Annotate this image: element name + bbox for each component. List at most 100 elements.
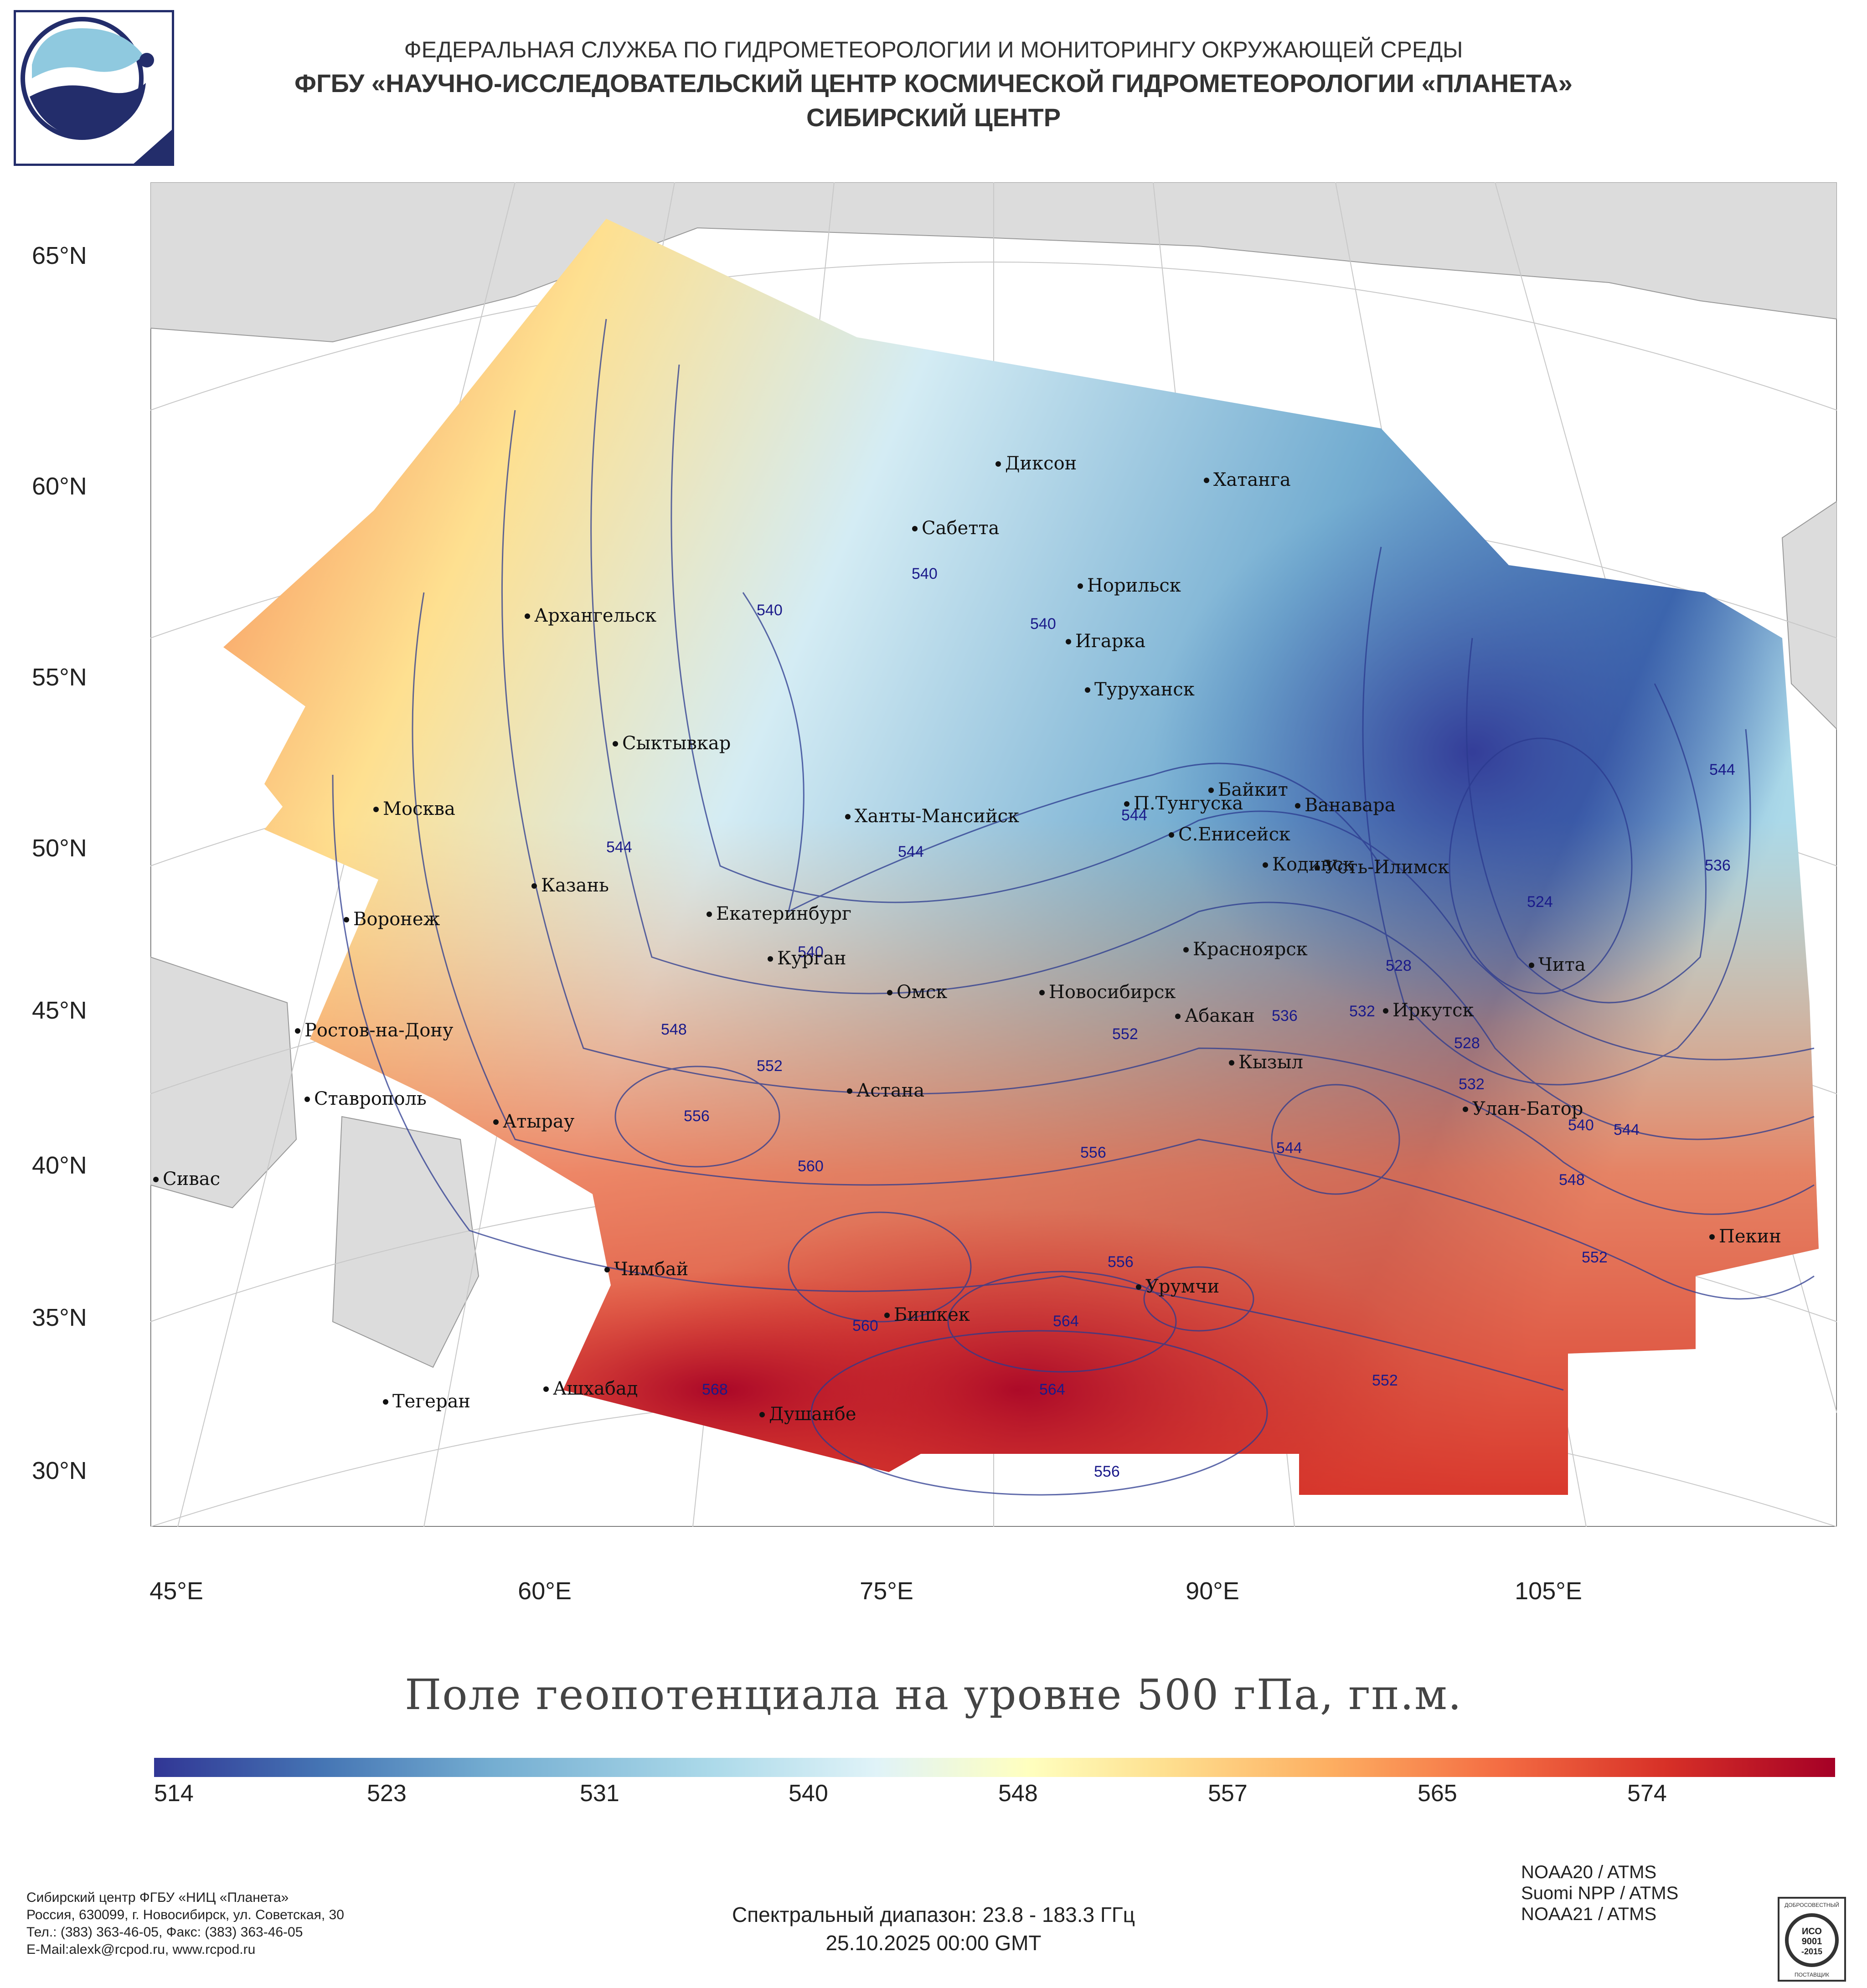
svg-text:Красноярск: Красноярск bbox=[1193, 939, 1308, 960]
city-marker: Атырау bbox=[493, 1111, 575, 1132]
footer-center: Спектральный диапазон: 23.8 - 183.3 ГГц … bbox=[0, 1900, 1867, 1957]
colorbar-tick: 565 bbox=[1418, 1780, 1457, 1807]
contour-label: 536 bbox=[1705, 857, 1731, 874]
city-marker: Ханты-Мансийск bbox=[845, 806, 1019, 827]
address-line: Россия, 630099, г. Новосибирск, ул. Сове… bbox=[26, 1907, 344, 1922]
colorbar-tick: 548 bbox=[998, 1780, 1038, 1807]
city-marker: Туруханск bbox=[1085, 679, 1195, 700]
svg-text:Сивас: Сивас bbox=[163, 1169, 220, 1190]
iso-certificate-badge: ДОБРОСОВЕСТНЫЙ ИСО 9001 -2015 ПОСТАВЩИК bbox=[1778, 1897, 1846, 1982]
colorbar-tick: 531 bbox=[580, 1780, 619, 1807]
svg-text:ПОСТАВЩИК: ПОСТАВЩИК bbox=[1795, 1972, 1829, 1978]
svg-text:Диксон: Диксон bbox=[1005, 453, 1077, 474]
svg-text:Казань: Казань bbox=[541, 875, 609, 896]
city-marker: Хатанга bbox=[1204, 469, 1291, 490]
colorbar-tick: 523 bbox=[367, 1780, 407, 1807]
address-line: E-Mail:alexk@rcpod.ru, www.rcpod.ru bbox=[26, 1942, 256, 1957]
city-marker: Урумчи bbox=[1136, 1276, 1219, 1297]
city-marker: Иркутск bbox=[1383, 1000, 1474, 1021]
contour-label: 564 bbox=[1053, 1313, 1079, 1330]
city-marker: Кызыл bbox=[1229, 1052, 1303, 1073]
contour-label: 544 bbox=[1276, 1139, 1302, 1157]
svg-text:Астана: Астана bbox=[856, 1080, 924, 1101]
svg-text:Абакан: Абакан bbox=[1185, 1005, 1255, 1026]
satellite-line: NOAA21 / ATMS bbox=[1521, 1904, 1657, 1924]
colorbar bbox=[154, 1758, 1835, 1777]
svg-text:Архангельск: Архангельск bbox=[534, 605, 656, 626]
contour-label: 556 bbox=[684, 1107, 710, 1125]
svg-text:-2015: -2015 bbox=[1801, 1947, 1822, 1956]
contour-label: 556 bbox=[1108, 1253, 1134, 1271]
lat-label: 35°N bbox=[32, 1304, 87, 1331]
contour-label: 536 bbox=[1272, 1007, 1298, 1025]
lat-label: 60°N bbox=[32, 473, 87, 500]
svg-text:Курган: Курган bbox=[777, 948, 846, 969]
city-marker: Улан-Батор bbox=[1463, 1098, 1583, 1119]
city-marker: Ставрополь bbox=[304, 1088, 427, 1109]
lat-label: 45°N bbox=[32, 997, 87, 1024]
svg-text:Норильск: Норильск bbox=[1087, 575, 1181, 596]
svg-text:Чимбай: Чимбай bbox=[614, 1259, 688, 1280]
contour-label: 568 bbox=[702, 1381, 728, 1398]
city-marker: П.Тунгуска bbox=[1124, 793, 1243, 814]
city-marker: Кодинск bbox=[1263, 854, 1354, 875]
svg-text:Бишкек: Бишкек bbox=[894, 1304, 970, 1325]
contour-label: 548 bbox=[661, 1021, 687, 1038]
city-marker: Сабетта bbox=[912, 518, 999, 539]
colorbar-tick: 540 bbox=[789, 1780, 828, 1807]
geopotential-map: 540 540 540 544 544 540 544 548 552 556 … bbox=[150, 182, 1837, 1527]
svg-text:Чита: Чита bbox=[1538, 954, 1586, 975]
header-agency: ФЕДЕРАЛЬНАЯ СЛУЖБА ПО ГИДРОМЕТЕОРОЛОГИИ … bbox=[404, 37, 1463, 62]
contour-label: 540 bbox=[798, 943, 824, 961]
city-marker: Новосибирск bbox=[1039, 982, 1176, 1003]
svg-text:П.Тунгуска: П.Тунгуска bbox=[1134, 793, 1243, 814]
contour-label: 560 bbox=[852, 1317, 878, 1334]
lat-label: 55°N bbox=[32, 664, 87, 691]
contour-label: 540 bbox=[912, 565, 938, 582]
city-marker: Чита bbox=[1529, 954, 1586, 975]
lon-label: 45°E bbox=[150, 1577, 203, 1605]
svg-text:С.Енисейск: С.Енисейск bbox=[1178, 824, 1290, 845]
contour-label: 524 bbox=[1527, 893, 1553, 911]
city-marker: Душанбе bbox=[759, 1404, 856, 1425]
city-marker: Ванавара bbox=[1295, 795, 1396, 816]
contour-label: 564 bbox=[1039, 1381, 1065, 1398]
svg-text:Байкит: Байкит bbox=[1218, 779, 1288, 800]
contour-label: 552 bbox=[1582, 1249, 1608, 1266]
city-marker: Пекин bbox=[1709, 1226, 1781, 1247]
city-marker: Екатеринбург bbox=[707, 903, 851, 924]
svg-text:Усть-Илимск: Усть-Илимск bbox=[1324, 857, 1449, 878]
datetime: 25.10.2025 00:00 GMT bbox=[825, 1931, 1042, 1955]
city-marker: Чимбай bbox=[604, 1259, 688, 1280]
city-marker: Усть-Илимск bbox=[1315, 857, 1449, 878]
colorbar-tick: 557 bbox=[1208, 1780, 1248, 1807]
contour-label: 556 bbox=[1094, 1463, 1120, 1480]
city-marker: Бишкек bbox=[884, 1304, 970, 1325]
lat-label: 30°N bbox=[32, 1457, 87, 1484]
footer-address: Сибирский центр ФГБУ «НИЦ «Планета» Росс… bbox=[26, 1889, 344, 1958]
lon-label: 75°E bbox=[860, 1577, 913, 1605]
svg-text:Игарка: Игарка bbox=[1075, 631, 1145, 652]
svg-text:Москва: Москва bbox=[383, 798, 455, 819]
lon-label: 90°E bbox=[1186, 1577, 1239, 1605]
svg-text:Иркутск: Иркутск bbox=[1393, 1000, 1474, 1021]
address-line: Сибирский центр ФГБУ «НИЦ «Планета» bbox=[26, 1890, 289, 1905]
lat-label: 50°N bbox=[32, 834, 87, 862]
contour-label: 560 bbox=[798, 1158, 824, 1175]
contour-label: 544 bbox=[898, 843, 924, 860]
contour-label: 556 bbox=[1080, 1144, 1106, 1161]
city-marker: Сивас bbox=[153, 1169, 220, 1190]
svg-text:Воронеж: Воронеж bbox=[353, 909, 440, 930]
planeta-logo bbox=[14, 10, 174, 166]
contour-label: 540 bbox=[757, 602, 783, 619]
svg-text:Ростов-на-Дону: Ростов-на-Дону bbox=[304, 1020, 454, 1041]
svg-text:9001: 9001 bbox=[1802, 1936, 1822, 1947]
svg-text:Кодинск: Кодинск bbox=[1272, 854, 1354, 875]
city-marker: Омск bbox=[887, 982, 947, 1003]
svg-text:Хатанга: Хатанга bbox=[1213, 469, 1291, 490]
svg-text:Тегеран: Тегеран bbox=[392, 1391, 470, 1412]
svg-text:Пекин: Пекин bbox=[1719, 1226, 1781, 1247]
contour-label: 544 bbox=[1614, 1121, 1640, 1138]
lon-label: 60°E bbox=[518, 1577, 572, 1605]
city-marker: Абакан bbox=[1175, 1005, 1255, 1026]
